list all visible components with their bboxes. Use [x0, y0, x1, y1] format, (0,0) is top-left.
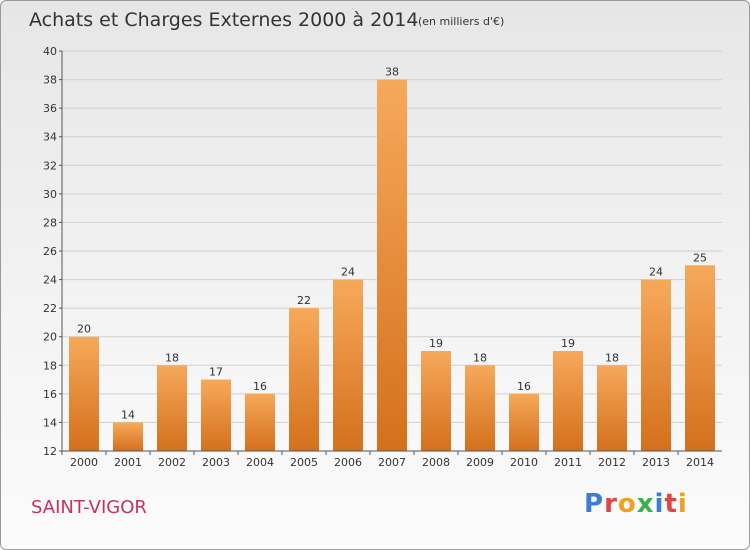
bar-2002	[157, 365, 187, 451]
bar-2013	[641, 279, 671, 451]
y-tick-label: 28	[43, 216, 57, 229]
y-tick-label: 36	[43, 102, 57, 115]
bar-2012	[597, 365, 627, 451]
x-tick-label-2009: 2009	[466, 456, 494, 469]
value-label-2001: 14	[121, 408, 135, 421]
value-label-2009: 18	[473, 351, 487, 364]
chart-title: Achats et Charges Externes 2000 à 2014	[29, 9, 419, 31]
x-tick-label-2003: 2003	[202, 456, 230, 469]
x-tick-label-2002: 2002	[158, 456, 186, 469]
value-label-2013: 24	[649, 266, 663, 279]
bar-2000	[69, 336, 99, 451]
logo-letter: P	[584, 489, 605, 519]
logo-letter: i	[677, 489, 688, 519]
value-label-2004: 16	[253, 380, 267, 393]
x-tick-label-2007: 2007	[378, 456, 406, 469]
x-tick-label-2001: 2001	[114, 456, 142, 469]
bar-2007	[377, 79, 407, 452]
chart-subtitle: (en milliers d'€)	[418, 15, 505, 28]
value-label-2014: 25	[693, 251, 707, 264]
bar-2010	[509, 393, 539, 451]
y-tick-label: 30	[43, 188, 57, 201]
value-label-2003: 17	[209, 366, 223, 379]
value-label-2002: 18	[165, 351, 179, 364]
y-tick-label: 22	[43, 302, 57, 315]
y-tick-label: 40	[43, 45, 57, 58]
logo-letter: t	[664, 489, 678, 519]
y-tick-label: 26	[43, 245, 57, 258]
bar-2008	[421, 351, 451, 451]
commune-name: SAINT-VIGOR	[31, 497, 147, 518]
x-tick-label-2014: 2014	[686, 456, 714, 469]
value-label-2008: 19	[429, 337, 443, 350]
logo-letter: o	[617, 489, 637, 519]
bar-2003	[201, 379, 231, 451]
x-tick-label-2013: 2013	[642, 456, 670, 469]
x-tick-label-2011: 2011	[554, 456, 582, 469]
y-tick-label: 20	[43, 331, 57, 344]
y-tick-label: 18	[43, 359, 57, 372]
x-tick-label-2006: 2006	[334, 456, 362, 469]
value-label-2006: 24	[341, 266, 355, 279]
bar-2006	[333, 279, 363, 451]
bar-2009	[465, 365, 495, 451]
x-tick-label-2005: 2005	[290, 456, 318, 469]
x-tick-label-2010: 2010	[510, 456, 538, 469]
bars	[69, 79, 715, 452]
y-tick-label: 16	[43, 388, 57, 401]
labels: 12 14 16 18 20 22 24 26 28 30 32 34 36 38 40 20 2000 14 20…	[43, 45, 714, 469]
logo-letter: r	[604, 489, 618, 519]
value-label-2010: 16	[517, 380, 531, 393]
value-label-2011: 19	[561, 337, 575, 350]
bar-2014	[685, 265, 715, 451]
x-tick-label-2000: 2000	[70, 456, 98, 469]
y-tick-label: 24	[43, 274, 57, 287]
bar-2011	[553, 351, 583, 451]
bar-2001	[113, 422, 143, 451]
y-tick-label: 34	[43, 131, 57, 144]
y-tick-label: 32	[43, 159, 57, 172]
y-tick-label: 12	[43, 445, 57, 458]
value-label-2012: 18	[605, 351, 619, 364]
axes	[59, 50, 722, 455]
x-tick-label-2008: 2008	[422, 456, 450, 469]
x-tick-label-2004: 2004	[246, 456, 274, 469]
value-label-2000: 20	[77, 323, 91, 336]
bar-2004	[245, 393, 275, 451]
x-tick-label-2012: 2012	[598, 456, 626, 469]
value-label-2005: 22	[297, 294, 311, 307]
logo-letter: x	[636, 489, 655, 519]
y-tick-label: 14	[43, 416, 57, 429]
proxiti-logo[interactable]: Proxiti	[584, 489, 688, 519]
logo-letter: i	[654, 489, 665, 519]
bar-2005	[289, 308, 319, 451]
value-label-2007: 38	[385, 66, 399, 79]
y-tick-label: 38	[43, 74, 57, 87]
